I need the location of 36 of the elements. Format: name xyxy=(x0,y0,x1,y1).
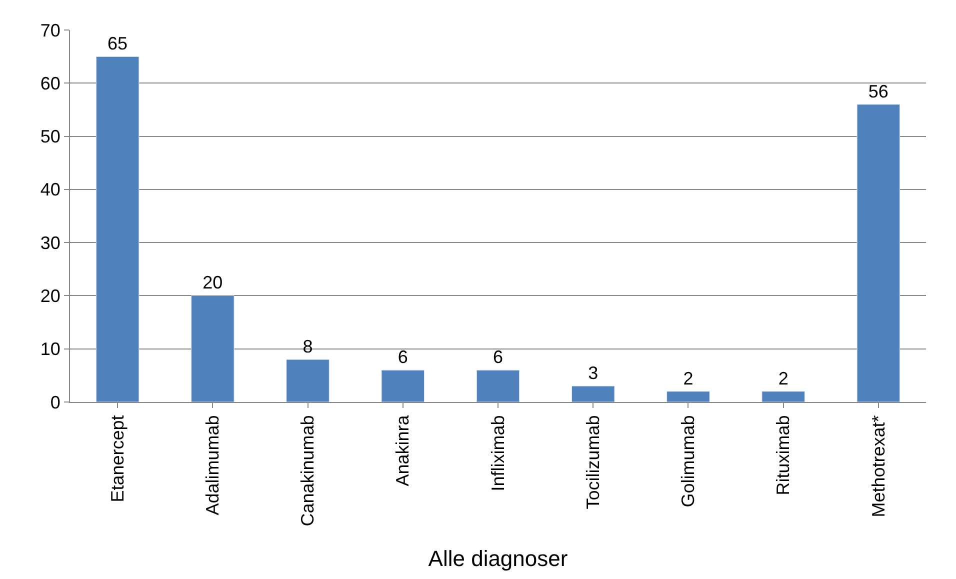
bar xyxy=(476,370,520,402)
bar xyxy=(856,104,900,402)
data-label: 65 xyxy=(108,34,128,54)
y-tick-label: 60 xyxy=(40,73,60,94)
data-label: 6 xyxy=(398,347,408,368)
x-tick-label: Adalimumab xyxy=(202,415,223,516)
bar xyxy=(762,391,805,402)
bar xyxy=(191,295,234,402)
y-tick-label: 70 xyxy=(40,20,60,40)
y-tick-label: 40 xyxy=(40,180,60,200)
y-tick-label: 50 xyxy=(40,126,60,147)
y-tick-label: 30 xyxy=(40,232,60,253)
x-axis-title: Alle diagnoser xyxy=(428,546,568,572)
bar xyxy=(286,359,330,402)
x-tick-label: Rituximab xyxy=(773,415,794,496)
y-tick-label: 10 xyxy=(40,339,60,360)
y-tick-label: 0 xyxy=(50,392,60,412)
x-tick-label: Tocilizumab xyxy=(582,415,603,510)
data-label: 6 xyxy=(492,347,504,368)
data-label: 20 xyxy=(202,272,223,293)
x-tick-label: Infliximab xyxy=(488,415,508,492)
x-tick-label: Anakinra xyxy=(392,414,413,486)
y-tick-label: 20 xyxy=(40,286,60,306)
x-tick-label: Methotrexat* xyxy=(868,415,888,518)
bar xyxy=(96,56,140,402)
x-tick-label: Etanercept xyxy=(107,415,128,502)
bar xyxy=(666,391,710,402)
bar xyxy=(571,386,615,402)
data-label: 2 xyxy=(683,368,694,388)
x-tick-label: Golimumab xyxy=(678,415,698,508)
data-label: 8 xyxy=(302,336,313,356)
data-label: 3 xyxy=(588,363,598,384)
x-tick-label: Canakinumab xyxy=(298,415,318,526)
bar xyxy=(381,370,425,402)
data-label: 56 xyxy=(868,81,888,102)
data-label: 2 xyxy=(778,368,788,388)
